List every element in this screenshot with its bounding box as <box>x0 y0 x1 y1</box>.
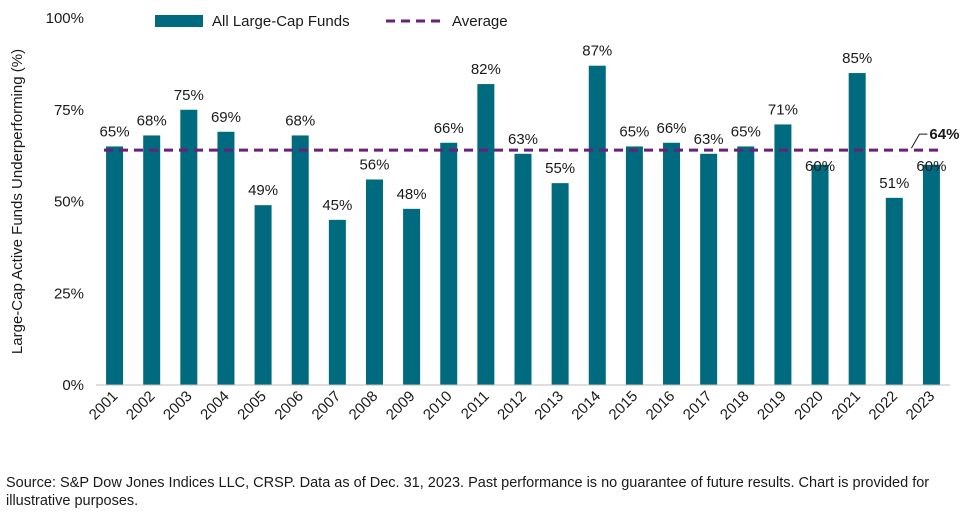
data-label: 60% <box>805 158 835 175</box>
bar <box>254 205 272 385</box>
bar <box>811 164 829 385</box>
data-label: 68% <box>137 112 167 129</box>
data-label: 75% <box>174 87 204 104</box>
bar <box>291 135 309 385</box>
data-label: 65% <box>619 123 649 140</box>
data-label: 60% <box>916 158 946 175</box>
legend-swatch-bars <box>155 15 203 27</box>
y-tick-label: 50% <box>54 194 84 211</box>
data-label: 56% <box>359 156 389 173</box>
x-tick-label: 2008 <box>346 388 382 424</box>
bar <box>180 109 198 385</box>
data-label: 65% <box>731 123 761 140</box>
bar <box>477 84 495 385</box>
y-tick-label: 100% <box>46 10 84 27</box>
bar <box>217 131 235 385</box>
x-tick-label: 2002 <box>123 388 159 424</box>
data-label: 65% <box>100 123 130 140</box>
data-label: 87% <box>582 43 612 60</box>
x-tick-label: 2022 <box>866 388 902 424</box>
data-label: 51% <box>879 175 909 192</box>
x-tick-label: 2009 <box>383 388 419 424</box>
bar <box>737 146 755 385</box>
bar <box>922 164 940 385</box>
data-label: 55% <box>545 160 575 177</box>
bar <box>848 73 866 386</box>
x-tick-label: 2006 <box>271 388 307 424</box>
x-tick-label: 2021 <box>828 388 864 424</box>
x-tick-label: 2007 <box>309 388 345 424</box>
bar <box>551 183 569 385</box>
x-tick-label: 2016 <box>643 388 679 424</box>
x-tick-label: 2005 <box>234 388 270 424</box>
data-label: 71% <box>768 101 798 118</box>
bar <box>403 208 421 385</box>
bar <box>328 219 346 385</box>
x-tick-label: 2003 <box>160 388 196 424</box>
x-tick-label: 2018 <box>717 388 753 424</box>
x-tick-label: 2013 <box>531 388 567 424</box>
x-tick-label: 2017 <box>680 388 716 424</box>
bar <box>365 179 383 385</box>
y-tick-label: 75% <box>54 102 84 119</box>
source-note: Source: S&P Dow Jones Indices LLC, CRSP.… <box>6 475 930 509</box>
bar <box>663 142 681 385</box>
data-label: 66% <box>657 120 687 137</box>
bar <box>514 153 532 385</box>
bar <box>625 146 643 385</box>
data-label: 49% <box>248 182 278 199</box>
bar <box>440 142 458 385</box>
bar <box>106 146 124 385</box>
data-label: 48% <box>397 186 427 203</box>
data-label: 63% <box>694 131 724 148</box>
bar <box>885 197 903 385</box>
x-tick-label: 2011 <box>458 388 493 423</box>
bar <box>588 65 606 386</box>
data-label: 85% <box>842 50 872 67</box>
x-tick-label: 2001 <box>86 388 122 424</box>
data-label: 68% <box>285 112 315 129</box>
x-tick-label: 2004 <box>197 388 233 424</box>
average-leader-line <box>911 133 928 149</box>
data-label: 45% <box>322 197 352 214</box>
bar <box>774 124 792 386</box>
bar <box>700 153 718 385</box>
y-tick-label: 0% <box>62 377 84 394</box>
average-label: 64% <box>929 126 959 143</box>
data-label: 63% <box>508 131 538 148</box>
x-tick-label: 2015 <box>606 388 642 424</box>
x-tick-label: 2014 <box>568 388 604 424</box>
x-tick-label: 2020 <box>791 388 827 424</box>
x-tick-label: 2023 <box>903 388 939 424</box>
legend-label-average: Average <box>452 13 508 30</box>
y-axis-title: Large-Cap Active Funds Underperforming (… <box>9 49 26 354</box>
data-label: 82% <box>471 61 501 78</box>
bar <box>143 135 161 385</box>
y-tick-label: 25% <box>54 285 84 302</box>
x-tick-label: 2012 <box>494 388 530 424</box>
x-tick-label: 2010 <box>420 388 456 424</box>
data-label: 69% <box>211 109 241 126</box>
x-tick-label: 2019 <box>754 388 790 424</box>
bar-chart: 0% 25% 50% 75% 100% Large-Cap Active Funds Un… <box>9 10 959 424</box>
legend-label-bars: All Large-Cap Funds <box>212 13 350 30</box>
data-label: 66% <box>434 120 464 137</box>
